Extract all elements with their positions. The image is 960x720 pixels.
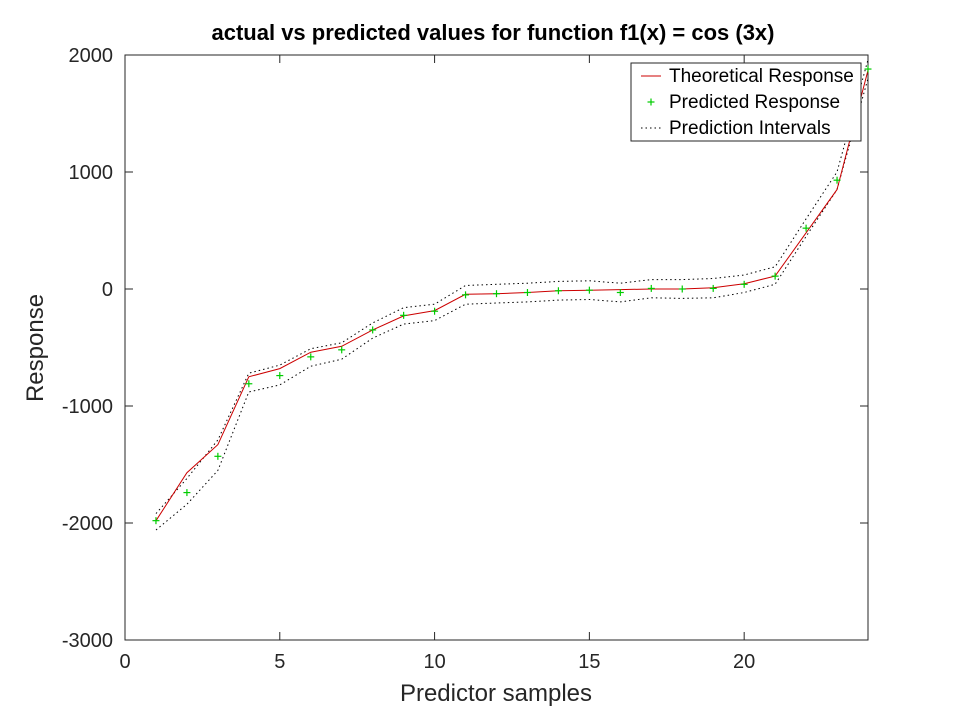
x-tick-label: 15: [578, 651, 600, 673]
y-tick-label: 2000: [69, 45, 114, 67]
x-tick-label: 0: [119, 651, 130, 673]
predicted-point: [771, 272, 779, 280]
x-tick-label: 20: [733, 651, 755, 673]
legend-box: [630, 62, 862, 142]
y-tick-label: 0: [102, 279, 113, 301]
predicted-point: [369, 326, 377, 334]
legend-label: Theoretical Response: [669, 66, 854, 87]
predicted-point: [214, 452, 222, 460]
predicted-point: [307, 353, 315, 361]
predicted-point: [462, 291, 470, 299]
y-tick-label: -1000: [62, 396, 113, 418]
x-tick-label: 10: [423, 651, 445, 673]
legend-item: Predicted Response: [647, 92, 840, 113]
predicted-point: [245, 380, 253, 388]
y-tick-label: 1000: [69, 162, 114, 184]
x-tick-label: 5: [274, 651, 285, 673]
y-tick-label: -2000: [62, 513, 113, 535]
theoretical-response-line: [155, 70, 869, 521]
predicted-point: [740, 280, 748, 288]
legend-item: Theoretical Response: [641, 66, 854, 87]
predicted-point: [647, 284, 655, 292]
legend-label: Predicted Response: [669, 92, 840, 113]
predicted-point: [585, 286, 593, 294]
predicted-point: [678, 285, 686, 293]
predicted-point: [709, 284, 717, 292]
predicted-point: [431, 307, 439, 315]
predicted-point: [523, 289, 531, 297]
y-axis-label: Response: [22, 294, 49, 402]
legend-item: Prediction Intervals: [641, 118, 831, 139]
predicted-point: [833, 176, 841, 184]
predicted-point: [338, 346, 346, 354]
predicted-point: [864, 65, 872, 73]
predicted-point: [493, 290, 500, 298]
plot-area: [124, 54, 869, 641]
predicted-point: [616, 289, 624, 297]
legend: Theoretical Response Predicted Response Pr…: [630, 62, 862, 142]
predicted-point: [152, 517, 160, 525]
predicted-point: [183, 489, 191, 497]
y-tick-label: -3000: [62, 630, 113, 652]
chart-title: actual vs predicted values for function …: [212, 20, 775, 45]
predicted-point: [400, 311, 408, 319]
x-axis-label: Predictor samples: [400, 680, 592, 707]
legend-label: Prediction Intervals: [669, 118, 831, 139]
predicted-point: [276, 372, 284, 380]
predicted-point: [802, 224, 810, 232]
predicted-point: [554, 287, 562, 295]
